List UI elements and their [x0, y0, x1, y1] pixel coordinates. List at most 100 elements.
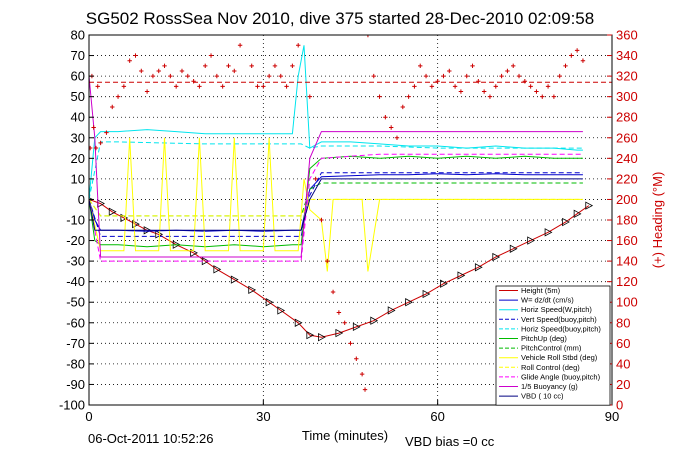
- y-tick-label: -100: [59, 398, 85, 413]
- heading-point: [173, 84, 179, 89]
- legend-label: Roll Control (deg): [521, 363, 580, 372]
- heading-point: [528, 84, 533, 89]
- legend: Height (5m)W= dz/dt (cm/s)Horiz Speed(W,…: [495, 285, 611, 406]
- heading-point: [516, 73, 522, 79]
- heading-point: [220, 84, 225, 89]
- axes: 0 30 60 90-100-90-80-70-60-50-40-30-20-1001…: [59, 28, 638, 425]
- heading-point: [354, 356, 359, 361]
- heading-point: [98, 140, 103, 146]
- y-tick-label: 20: [71, 151, 85, 166]
- heading-point: [203, 63, 208, 69]
- footer-date: 06-Oct-2011 10:52:26: [88, 431, 214, 446]
- height-marker: [405, 298, 413, 307]
- height-marker: [527, 236, 535, 245]
- heading-point: [557, 73, 562, 79]
- height-marker: [248, 285, 257, 295]
- legend-label: 1/5 Buoyancy (g): [521, 382, 578, 391]
- height-marker: [440, 279, 448, 288]
- heading-point: [139, 68, 144, 74]
- heading-point: [93, 145, 99, 151]
- series-line-horiz-speed-buoy-pitch: [89, 141, 583, 200]
- x-tick-label: 30: [256, 409, 270, 424]
- heading-point: [255, 84, 260, 89]
- series-line-vbd-10-cc: [89, 178, 583, 231]
- heading-point: [266, 73, 272, 79]
- y2-tick-label: 280: [616, 110, 638, 125]
- series-line-roll-control-deg: [89, 198, 583, 217]
- x-tick-label: 0: [85, 409, 92, 424]
- y-tick-label: -40: [66, 274, 85, 289]
- legend-box: [495, 285, 611, 406]
- heading-point: [511, 63, 516, 69]
- heading-point: [400, 104, 405, 110]
- chart-title: SG502 RossSea Nov 2010, dive 375 started…: [86, 9, 594, 28]
- y-tick-label: -80: [66, 356, 85, 371]
- heading-point: [394, 135, 400, 140]
- y-tick-label: -30: [66, 254, 85, 269]
- heading-point: [452, 84, 458, 89]
- height-marker: [387, 306, 396, 315]
- y2-tick-label: 100: [616, 295, 638, 310]
- y2-tick-label: 140: [616, 254, 638, 269]
- y-tick-label: -90: [66, 377, 85, 392]
- y2-tick-label: 340: [616, 48, 638, 63]
- y2-tick-label: 0: [616, 398, 623, 413]
- legend-label: PitchUp (deg): [521, 334, 567, 343]
- height-marker: [352, 322, 361, 332]
- legend-label: Horiz Speed(buoy,pitch): [521, 324, 601, 333]
- heading-point: [214, 73, 220, 79]
- x-axis-label: Time (minutes): [302, 428, 388, 443]
- height-marker: [318, 332, 326, 342]
- heading-point: [540, 94, 545, 99]
- heading-point: [249, 63, 254, 69]
- heading-point: [162, 63, 167, 69]
- heading-point: [458, 89, 464, 94]
- heading-point: [336, 310, 342, 315]
- grid: [89, 35, 612, 405]
- footer-note: VBD bias =0 cc: [405, 434, 495, 449]
- height-marker: [492, 252, 501, 262]
- y2-tick-label: 260: [616, 130, 638, 145]
- heading-point: [441, 73, 446, 79]
- y-tick-label: 80: [71, 28, 85, 43]
- heading-point: [144, 89, 150, 94]
- series-line-1-5-buoyancy-g: [89, 76, 583, 258]
- heading-point: [95, 84, 100, 89]
- height-marker: [562, 217, 570, 227]
- height-marker: [213, 265, 222, 274]
- heading-point: [534, 89, 539, 94]
- height-marker: [277, 306, 286, 315]
- legend-label: Horiz Speed(W,pitch): [521, 305, 592, 314]
- heading-point: [487, 94, 493, 99]
- y2-tick-label: 220: [616, 171, 638, 186]
- heading-point: [383, 115, 388, 120]
- height-marker: [294, 318, 303, 327]
- y2-tick-label: 320: [616, 69, 638, 84]
- y-tick-label: 70: [71, 48, 85, 63]
- heading-point: [371, 73, 376, 79]
- heading-point: [307, 94, 313, 99]
- heading-point: [208, 53, 214, 58]
- heading-point: [418, 63, 423, 69]
- heading-point: [127, 58, 132, 63]
- y-tick-label: -20: [66, 233, 85, 248]
- heading-point: [551, 94, 557, 99]
- height-marker: [422, 289, 431, 299]
- heading-point: [290, 63, 295, 69]
- height-marker: [509, 244, 518, 253]
- heading-point: [563, 63, 568, 69]
- legend-label: Vert Speed(buoy,pitch): [521, 315, 597, 324]
- heading-point: [435, 79, 440, 84]
- y-tick-label: -60: [66, 315, 85, 330]
- y-tick-label: 0: [78, 192, 85, 207]
- heading-point: [348, 341, 353, 346]
- height-marker: [335, 328, 344, 338]
- height-marker: [585, 201, 594, 210]
- height-marker: [306, 330, 315, 340]
- series-line-height-5m: [89, 198, 590, 338]
- y2-tick-label: 160: [616, 233, 638, 248]
- y2-axis-label: (+) Heading (°M): [650, 172, 665, 269]
- heading-point: [580, 58, 586, 63]
- heading-point: [261, 84, 266, 89]
- height-marker: [230, 275, 239, 284]
